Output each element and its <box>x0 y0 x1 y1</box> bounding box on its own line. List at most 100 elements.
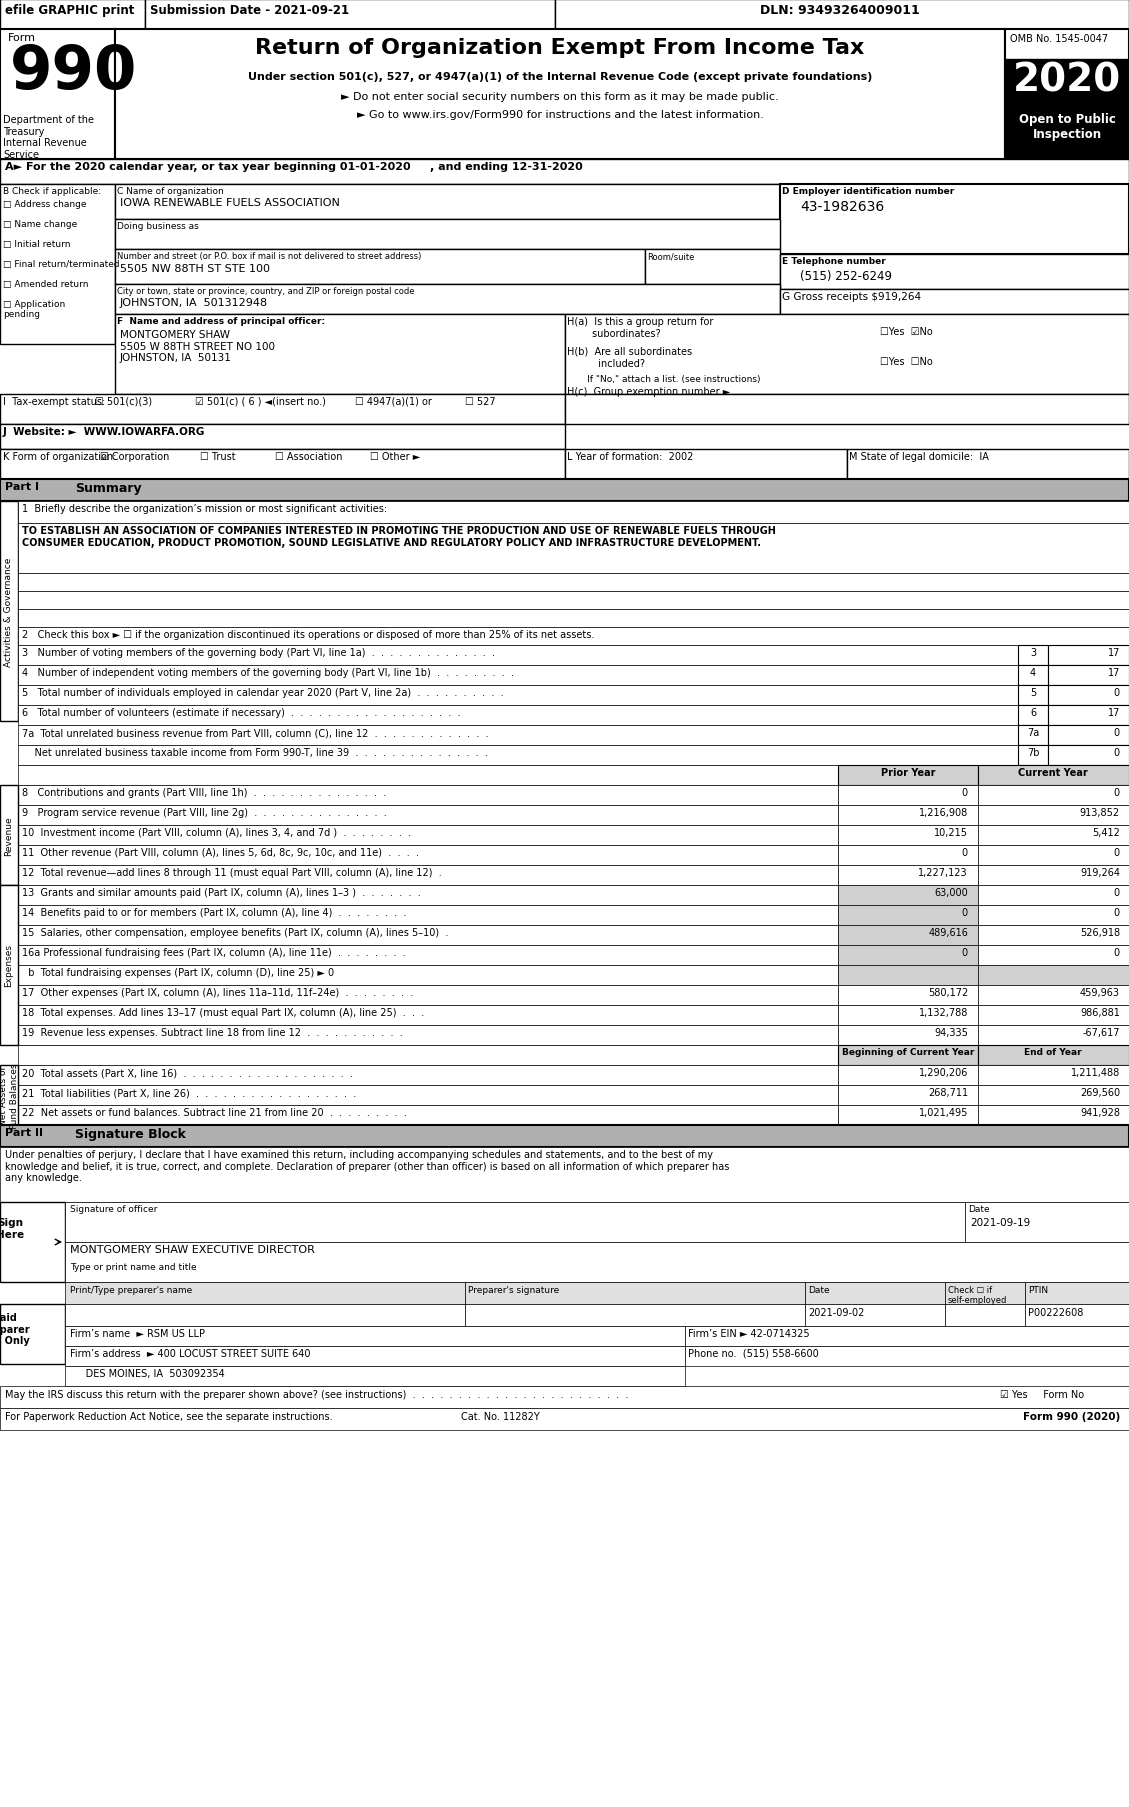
Bar <box>1005 31 1129 159</box>
Text: 17: 17 <box>1108 667 1120 678</box>
Text: Signature of officer: Signature of officer <box>70 1203 157 1212</box>
Bar <box>1005 110 1129 159</box>
Bar <box>1048 685 1129 705</box>
Text: 269,560: 269,560 <box>1079 1088 1120 1097</box>
Text: City or town, state or province, country, and ZIP or foreign postal code: City or town, state or province, country… <box>117 287 414 296</box>
Text: Firm’s EIN ► 42-0714325: Firm’s EIN ► 42-0714325 <box>688 1328 809 1339</box>
Bar <box>0 1386 1129 1408</box>
Bar <box>978 846 1129 866</box>
Bar <box>0 0 1129 31</box>
Bar <box>1025 1283 1129 1305</box>
Text: 17  Other expenses (Part IX, column (A), lines 11a–11d, 11f–24e)  .  .  .  .  . : 17 Other expenses (Part IX, column (A), … <box>21 987 413 997</box>
Bar <box>0 425 564 450</box>
Bar <box>18 1025 838 1046</box>
Text: ☐Yes  ☐No: ☐Yes ☐No <box>879 356 933 367</box>
Bar <box>978 905 1129 925</box>
Text: 1,216,908: 1,216,908 <box>919 808 968 817</box>
Text: 14  Benefits paid to or for members (Part IX, column (A), line 4)  .  .  .  .  .: 14 Benefits paid to or for members (Part… <box>21 907 406 918</box>
Text: 17: 17 <box>1108 708 1120 717</box>
Bar <box>18 1066 838 1086</box>
Bar <box>685 1346 1129 1366</box>
Bar <box>838 885 978 905</box>
Bar <box>978 766 1129 786</box>
Text: L Year of formation:  2002: L Year of formation: 2002 <box>567 452 693 463</box>
Text: 0: 0 <box>962 788 968 797</box>
Text: DES MOINES, IA  503092354: DES MOINES, IA 503092354 <box>70 1368 225 1379</box>
Text: efile GRAPHIC print: efile GRAPHIC print <box>5 4 134 16</box>
Bar <box>1048 746 1129 766</box>
Text: 459,963: 459,963 <box>1080 987 1120 997</box>
Text: 22  Net assets or fund balances. Subtract line 21 from line 20  .  .  .  .  .  .: 22 Net assets or fund balances. Subtract… <box>21 1108 406 1117</box>
Bar <box>0 31 115 159</box>
Bar <box>555 0 1129 31</box>
Text: 941,928: 941,928 <box>1080 1108 1120 1117</box>
Text: Print/Type preparer's name: Print/Type preparer's name <box>70 1285 192 1294</box>
Bar <box>838 1046 978 1066</box>
Bar <box>18 1005 838 1025</box>
Bar <box>0 786 18 885</box>
Text: b  Total fundraising expenses (Part IX, column (D), line 25) ► 0: b Total fundraising expenses (Part IX, c… <box>21 967 334 978</box>
Text: Prior Year: Prior Year <box>881 768 935 777</box>
Bar <box>838 1025 978 1046</box>
Text: 10,215: 10,215 <box>934 828 968 837</box>
Text: 913,852: 913,852 <box>1079 808 1120 817</box>
Bar <box>780 289 1129 314</box>
Bar <box>838 1086 978 1106</box>
Text: 2021-09-19: 2021-09-19 <box>970 1218 1031 1227</box>
Text: M State of legal domicile:  IA: M State of legal domicile: IA <box>849 452 989 463</box>
Bar <box>65 1346 685 1366</box>
Bar <box>0 1202 65 1283</box>
Text: ☐ Association: ☐ Association <box>275 452 342 463</box>
Text: Paid
Preparer
Use Only: Paid Preparer Use Only <box>0 1312 29 1346</box>
Text: 17: 17 <box>1108 647 1120 658</box>
Text: Firm’s address  ► 400 LOCUST STREET SUITE 640: Firm’s address ► 400 LOCUST STREET SUITE… <box>70 1348 310 1359</box>
Text: F  Name and address of principal officer:: F Name and address of principal officer: <box>117 316 325 325</box>
Bar <box>0 394 564 425</box>
Text: -67,617: -67,617 <box>1083 1028 1120 1037</box>
Bar <box>465 1305 805 1326</box>
Text: □ Name change: □ Name change <box>3 220 77 229</box>
Text: 0: 0 <box>1114 688 1120 698</box>
Bar <box>965 1202 1129 1243</box>
Bar <box>0 479 1129 502</box>
Text: H(b)  Are all subordinates
          included?: H(b) Are all subordinates included? <box>567 347 692 369</box>
Text: 5: 5 <box>1030 688 1036 698</box>
Text: Check ☐ if
self-employed: Check ☐ if self-employed <box>948 1285 1007 1305</box>
Bar <box>0 1147 1129 1202</box>
Bar <box>0 502 18 721</box>
Text: Net unrelated business taxable income from Form 990-T, line 39  .  .  .  .  .  .: Net unrelated business taxable income fr… <box>21 748 488 757</box>
Text: □ Amended return: □ Amended return <box>3 280 88 289</box>
Text: 919,264: 919,264 <box>1080 867 1120 878</box>
Text: H(c)  Group exemption number ►: H(c) Group exemption number ► <box>567 387 730 398</box>
Text: OMB No. 1545-0047: OMB No. 1545-0047 <box>1010 34 1109 43</box>
Bar <box>978 985 1129 1005</box>
Bar <box>18 591 1129 609</box>
Bar <box>847 450 1129 479</box>
Bar <box>18 846 838 866</box>
Bar <box>564 314 1129 394</box>
Text: ☐ Other ►: ☐ Other ► <box>370 452 420 463</box>
Text: 0: 0 <box>1114 907 1120 918</box>
Text: Part II: Part II <box>5 1128 43 1137</box>
Bar <box>978 1066 1129 1086</box>
Bar <box>115 220 780 249</box>
Bar <box>1048 705 1129 726</box>
Bar <box>0 1066 18 1126</box>
Text: D Employer identification number: D Employer identification number <box>782 186 954 195</box>
Bar <box>18 925 838 945</box>
Bar <box>805 1305 945 1326</box>
Text: 0: 0 <box>962 947 968 958</box>
Text: 7b: 7b <box>1026 748 1040 757</box>
Text: 63,000: 63,000 <box>935 887 968 898</box>
Bar <box>838 1005 978 1025</box>
Bar <box>978 885 1129 905</box>
Bar <box>978 945 1129 965</box>
Bar <box>465 1283 805 1305</box>
Text: 9   Program service revenue (Part VIII, line 2g)  .  .  .  .  .  .  .  .  .  .  : 9 Program service revenue (Part VIII, li… <box>21 808 387 817</box>
Bar <box>838 766 978 786</box>
Text: Room/suite: Room/suite <box>647 251 694 260</box>
Bar <box>65 1366 685 1386</box>
Bar <box>0 1126 1129 1147</box>
Bar <box>18 645 1018 665</box>
Text: 580,172: 580,172 <box>928 987 968 997</box>
